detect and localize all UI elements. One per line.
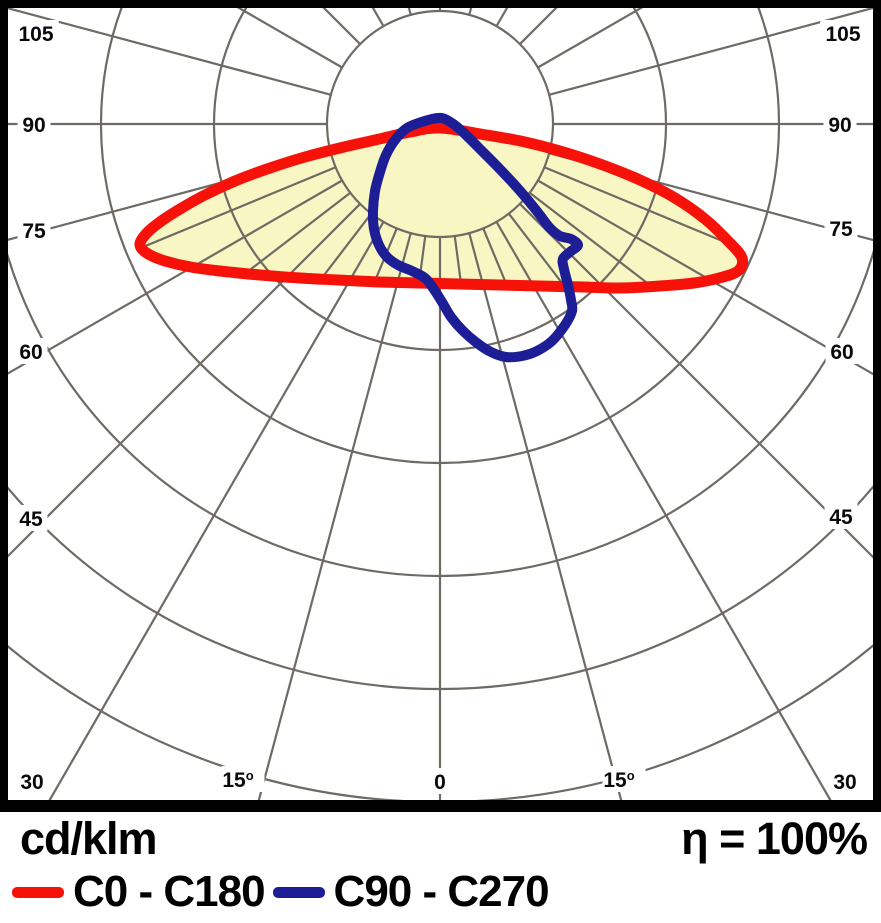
gamma-label-halo xyxy=(13,20,59,46)
grid-radial-major xyxy=(257,231,413,800)
grid-radial-major xyxy=(495,220,832,800)
gamma-label: 15o xyxy=(603,768,634,792)
frame-bottom xyxy=(0,800,881,812)
beam-area-fill xyxy=(139,127,743,289)
gamma-label-halo xyxy=(17,111,51,137)
gamma-label: 30 xyxy=(20,771,43,794)
gamma-label: 60 xyxy=(19,341,42,364)
blue-line-swatch xyxy=(272,886,325,898)
gamma-label: 45 xyxy=(19,508,43,531)
grid-radial-major xyxy=(518,202,873,559)
gamma-label: 15o xyxy=(222,768,253,792)
gamma-label-halo xyxy=(828,768,862,794)
gamma-label-halo xyxy=(17,217,51,243)
legend-item-c90-c270: C90 - C270 xyxy=(272,867,550,916)
frame-left xyxy=(0,0,8,812)
legend-item-c0-c180: C0 - C180 xyxy=(12,867,266,916)
gamma-label-halo xyxy=(221,766,265,792)
grid-radial-major xyxy=(48,220,385,800)
grid-radial-major xyxy=(547,8,873,97)
grid-radial-minor xyxy=(507,212,655,289)
gamma-label: 0 xyxy=(434,771,446,794)
frame-right xyxy=(873,0,881,812)
legend-label-c90-c270: C90 - C270 xyxy=(333,867,550,916)
grid-radial-major xyxy=(547,151,873,242)
polar-diagram-svg: 105 90 75 60 45 30 15o 0 15o 30 45 60 75 90 105 xyxy=(0,0,881,812)
legend: C0 - C180 C90 - C270 xyxy=(12,867,550,916)
gamma-label: 45 xyxy=(829,506,853,529)
grid-radial-major xyxy=(8,151,333,241)
footer-info-row: cd/klm η = 100% xyxy=(0,816,881,861)
gamma-label: 30 xyxy=(833,771,856,794)
gamma-label: 90 xyxy=(22,114,45,137)
grid-radial-major xyxy=(467,231,623,800)
gamma-labels: 105 90 75 60 45 30 15o 0 15o 30 45 60 75 90 105 xyxy=(13,20,866,794)
gamma-label-halo xyxy=(429,768,451,794)
polar-diagram-canvas: 105 90 75 60 45 30 15o 0 15o 30 45 60 75 90 105 xyxy=(0,0,881,812)
gamma-label-halo xyxy=(14,505,48,531)
gamma-label-halo xyxy=(820,20,866,46)
units-label: cd/klm xyxy=(20,813,158,864)
gamma-label: 75 xyxy=(829,218,853,241)
gamma-label: 90 xyxy=(828,114,851,137)
efficiency-label: η = 100% xyxy=(681,813,868,864)
gamma-label-halo xyxy=(824,215,858,241)
grid-radial-major xyxy=(536,179,873,376)
grid-radial-minor xyxy=(453,234,487,289)
gamma-label-halo xyxy=(15,768,49,794)
curve-c0-c180 xyxy=(134,122,749,294)
grid-radial-minor xyxy=(481,227,576,289)
grid-radial-minor xyxy=(139,165,337,260)
diagram-footer: cd/klm η = 100% C0 - C180 C90 - C270 xyxy=(0,812,881,923)
gamma-label: 105 xyxy=(18,23,53,46)
gamma-label-halo xyxy=(824,503,858,529)
grid-radial-minor xyxy=(304,227,399,289)
gamma-label-halo xyxy=(823,111,857,137)
red-line-swatch xyxy=(12,886,64,898)
gamma-label: 105 xyxy=(825,23,860,46)
frame-top xyxy=(0,0,881,8)
gamma-label-halo xyxy=(602,766,646,792)
grid-radial-minor xyxy=(161,191,352,289)
grid-radial-minor xyxy=(528,191,719,289)
grid-radial-major xyxy=(8,8,333,97)
grid-radial-major xyxy=(8,202,362,558)
gamma-label: 75 xyxy=(22,220,46,243)
gamma-label-halo xyxy=(14,338,48,364)
grid-radial-minor xyxy=(225,212,373,289)
gamma-label: 60 xyxy=(830,341,853,364)
legend-label-c0-c180: C0 - C180 xyxy=(73,867,266,916)
curve-c90-c270 xyxy=(367,112,583,363)
gamma-label-halo xyxy=(825,338,859,364)
